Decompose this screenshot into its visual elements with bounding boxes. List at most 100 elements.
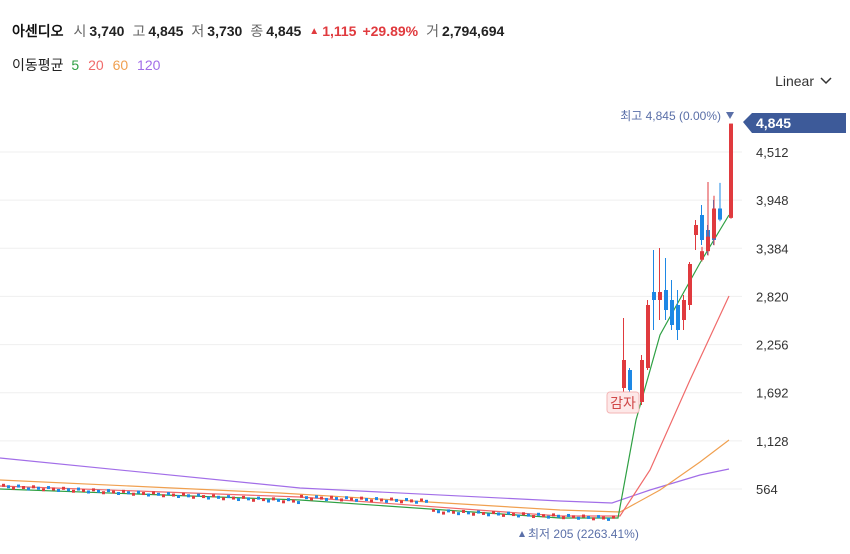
candle-body [676, 305, 680, 330]
small-candle [107, 489, 110, 493]
small-candle [562, 516, 565, 520]
small-candle [395, 498, 398, 502]
y-tick-label: 2,820 [756, 289, 789, 304]
small-candle [457, 512, 460, 516]
high-marker-icon [726, 112, 734, 119]
small-candle [310, 497, 313, 501]
scale-selector[interactable]: Linear [775, 73, 832, 89]
small-candle [232, 496, 235, 500]
y-tick-label: 4,512 [756, 145, 789, 160]
small-candle [277, 498, 280, 502]
candle-body [706, 236, 710, 252]
ma-120-line [0, 457, 730, 504]
small-candle [97, 489, 100, 493]
small-candle [202, 495, 205, 499]
small-candle [442, 511, 445, 515]
stock-name: 아센디오 [12, 23, 64, 39]
small-candle [112, 490, 115, 494]
y-tick-label: 3,384 [756, 241, 789, 256]
small-candle [182, 492, 185, 496]
small-candle [340, 498, 343, 502]
small-candle [330, 495, 333, 499]
small-candle [22, 486, 25, 490]
change-value: 1,115 [322, 23, 357, 39]
ma-60-line [0, 439, 730, 513]
small-candle [77, 487, 80, 491]
small-candle [587, 515, 590, 519]
small-candle [607, 517, 610, 521]
small-candle [47, 486, 50, 490]
moving-average-legend[interactable]: 이동평균 5 20 60 120 [12, 55, 165, 75]
candle-body [628, 370, 632, 390]
small-candle [375, 497, 378, 501]
candle-body [729, 123, 733, 218]
small-candle [410, 499, 413, 503]
close-label: 종 [250, 23, 264, 39]
small-candle [242, 495, 245, 499]
close-value: 4,845 [266, 23, 302, 39]
small-candle [192, 495, 195, 499]
small-candle [482, 511, 485, 515]
small-candle [400, 500, 403, 504]
small-candle [92, 488, 95, 492]
open-label: 시 [73, 23, 87, 39]
candle-body [664, 290, 668, 310]
small-candle [157, 492, 160, 496]
small-candle [42, 488, 45, 492]
ma-5-line [0, 214, 730, 519]
y-tick-label: 2,256 [756, 338, 789, 353]
small-candle [380, 498, 383, 502]
small-candle [577, 516, 580, 520]
ma-60: 60 [112, 57, 129, 73]
y-tick-label: 3,948 [756, 193, 789, 208]
candle-body [622, 360, 626, 388]
small-candle [147, 493, 150, 497]
small-candle [127, 491, 130, 495]
candle-body [682, 300, 686, 320]
small-candle [32, 485, 35, 489]
small-candle [567, 513, 570, 517]
small-candle [522, 512, 525, 516]
small-candle [370, 499, 373, 503]
volume-label: 거 [426, 23, 440, 39]
small-candle [132, 492, 135, 496]
candle-body [700, 215, 704, 240]
small-candle [462, 509, 465, 513]
small-candle [597, 515, 600, 519]
high-value: 4,845 [148, 23, 184, 39]
event-badge [606, 391, 640, 414]
small-candle [390, 497, 393, 501]
candle-body [670, 300, 674, 325]
small-candle [507, 511, 510, 515]
small-candle [315, 495, 318, 499]
small-candle [335, 497, 338, 501]
small-candle [612, 515, 615, 519]
small-candle [527, 513, 530, 517]
small-candle [512, 513, 515, 517]
small-candle [292, 499, 295, 503]
small-candle [437, 510, 440, 514]
small-candle [12, 486, 15, 490]
small-candle [287, 498, 290, 502]
last-price-label: 4,845 [756, 115, 791, 131]
small-candle [582, 514, 585, 518]
candle-body [700, 251, 704, 260]
small-candle [37, 486, 40, 490]
small-candle [162, 494, 165, 498]
small-candle [497, 512, 500, 516]
small-candle [557, 514, 560, 518]
candle-body [646, 305, 650, 368]
candle-body [718, 208, 722, 220]
small-candle [492, 511, 495, 515]
small-candle [67, 488, 70, 492]
small-candle [602, 516, 605, 520]
small-candle [405, 498, 408, 502]
small-candle [305, 496, 308, 500]
small-candle [300, 494, 303, 498]
small-candle [360, 496, 363, 500]
candle-body [652, 292, 656, 300]
small-candle [592, 517, 595, 521]
small-candle [217, 495, 220, 499]
small-candle [197, 493, 200, 497]
